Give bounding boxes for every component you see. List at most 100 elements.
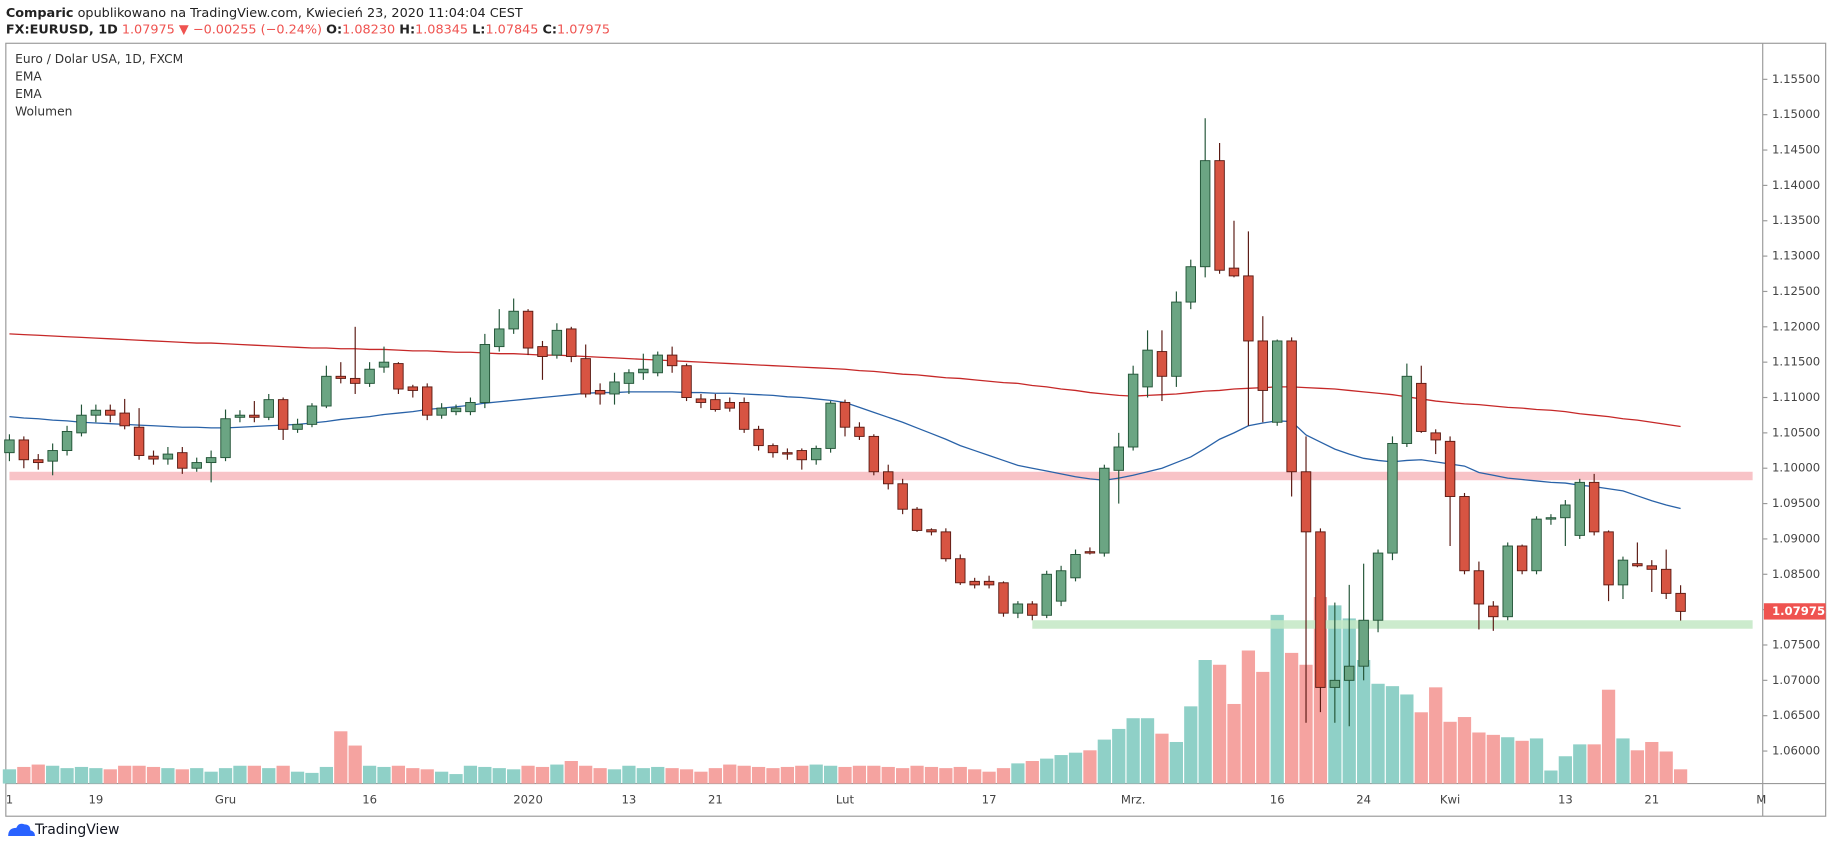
volume-bar [1400, 694, 1414, 784]
volume-bar [622, 765, 636, 784]
volume-bar [867, 765, 881, 784]
volume-bar [852, 765, 867, 784]
volume-bar [1184, 706, 1198, 784]
candle-body [1315, 531, 1326, 688]
volume-bar [1443, 721, 1457, 784]
candle-body [1243, 275, 1254, 342]
volume-bar [838, 766, 852, 784]
volume-bar [406, 768, 420, 784]
volume-bar [723, 764, 737, 784]
candle-body [1473, 570, 1485, 605]
volume-bar [665, 768, 679, 784]
x-tick-label: 2020 [513, 792, 543, 806]
volume-bar [780, 766, 795, 784]
volume-bar [449, 774, 463, 784]
candle-body [1358, 619, 1369, 667]
y-tick-label: 1.08500 [1772, 567, 1820, 581]
candle-body [133, 426, 145, 456]
candle-body [148, 455, 159, 460]
candle-body [839, 401, 851, 428]
candle-body [177, 452, 188, 469]
volume-bar [910, 765, 924, 784]
candle-body [1156, 351, 1168, 377]
candle-body [1344, 665, 1355, 681]
candle-body [537, 346, 548, 357]
x-tick-label: 13 [1558, 792, 1573, 806]
y-tick-label: 1.09000 [1772, 531, 1820, 545]
candle-body [76, 414, 87, 434]
candle-body [1329, 679, 1341, 688]
candle-body [810, 447, 822, 461]
y-tick-label: 1.13000 [1772, 249, 1820, 263]
volume-bar [1501, 737, 1515, 784]
candle-body [1199, 160, 1211, 268]
candle-body [1041, 573, 1052, 616]
volume-bar [1284, 652, 1299, 784]
volume-bar [478, 766, 492, 784]
candle-body [1113, 446, 1124, 471]
volume-bar [132, 765, 146, 784]
candle-body [1444, 440, 1456, 497]
x-tick-label: 19 [88, 792, 103, 806]
candle-body [681, 365, 692, 398]
candle-body [1502, 545, 1513, 618]
candle-body [47, 450, 58, 462]
candle-body [407, 386, 419, 391]
price-tag-label: 1.07975 [1772, 604, 1825, 618]
candle-body [1416, 382, 1427, 432]
volume-bar [362, 765, 377, 784]
candle-body [1027, 603, 1038, 616]
candle-body [609, 381, 620, 395]
candle-body [1084, 551, 1096, 554]
candle-body [1459, 496, 1470, 572]
candle-body [450, 407, 462, 413]
volume-bar [1097, 739, 1111, 784]
candle-body [220, 418, 231, 459]
candle-body [1300, 471, 1312, 533]
candle-body [436, 407, 447, 416]
candle-body [1430, 432, 1441, 441]
volume-bar [1140, 718, 1155, 784]
volume-bar [463, 765, 478, 784]
candle-body [105, 409, 116, 416]
candle-body [724, 401, 735, 409]
header-line: Comparic opublikowano na TradingView.com… [6, 5, 523, 20]
close-value: 1.07975 [557, 22, 610, 37]
volume-bar [1616, 738, 1630, 784]
candle-body [1127, 373, 1139, 448]
volume-bar [492, 768, 506, 784]
candle-body [1185, 266, 1196, 303]
x-tick-label: 21 [708, 792, 723, 806]
candle-body [1516, 545, 1528, 572]
volume-bar [1371, 683, 1385, 784]
volume-bar [60, 768, 74, 784]
candle-body [191, 462, 202, 469]
volume-bar [233, 765, 247, 784]
published: opublikowano na TradingView.com, Kwiecie… [78, 5, 523, 20]
y-tick-label: 1.14500 [1772, 143, 1820, 157]
logo: TradingView [8, 822, 119, 838]
volume-bar [74, 766, 89, 784]
candle-body [479, 344, 491, 403]
candle-body [1560, 504, 1571, 519]
legend-ema: EMA [15, 87, 42, 101]
candle-body [1271, 340, 1283, 423]
candle-body [551, 329, 563, 356]
y-tick-label: 1.11000 [1772, 390, 1820, 404]
volume-bar [1270, 614, 1284, 784]
volume-bar [564, 760, 578, 784]
candle-body [292, 423, 303, 430]
candle-body [623, 372, 635, 384]
candle-body [1055, 570, 1067, 602]
volume-bar [1673, 769, 1688, 784]
volume-bar [1544, 770, 1558, 784]
candle-body [364, 368, 375, 384]
volume-bar [823, 765, 838, 784]
y-tick-label: 1.06500 [1772, 708, 1820, 722]
candle-body [18, 439, 30, 461]
y-tick-label: 1.13500 [1772, 213, 1820, 227]
volume-bar [1212, 664, 1227, 784]
candle-body [753, 428, 764, 447]
y-tick-label: 1.07000 [1772, 673, 1820, 687]
volume-bar [1601, 689, 1616, 784]
